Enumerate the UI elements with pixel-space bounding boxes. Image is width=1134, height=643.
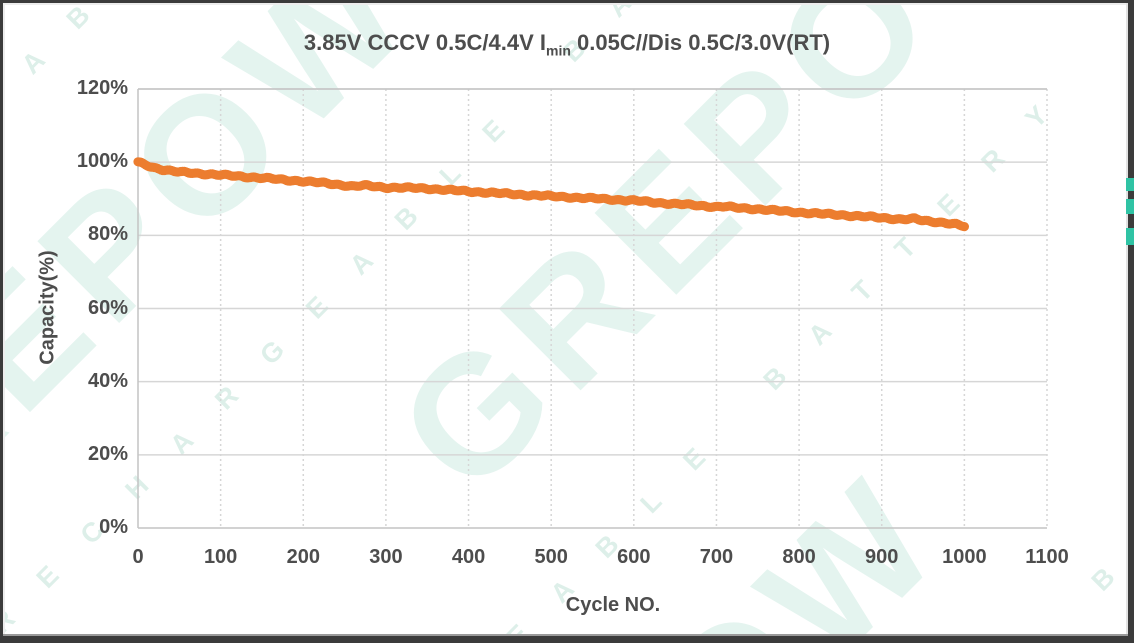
y-tick-label: 80% (87, 223, 128, 246)
chart-title: 3.85V CCCV 0.5C/4.4V Imin 0.05C//Dis 0.5… (0, 30, 1134, 58)
data-point (959, 222, 970, 232)
x-tick-label: 600 (617, 546, 651, 568)
x-tick-label: 100 (203, 546, 238, 568)
x-tick-label: 800 (782, 546, 816, 568)
y-tick-label: 0% (99, 516, 128, 538)
y-tick-label: 40% (87, 369, 128, 392)
y-tick-label: 20% (87, 442, 128, 465)
y-tick-label: 100% (76, 150, 128, 173)
x-tick-label: 300 (369, 546, 403, 568)
x-tick-label: 1100 (1025, 546, 1069, 568)
chart-title-subscript: min (546, 42, 571, 59)
x-axis-title: Cycle NO. (565, 594, 661, 616)
chart-title-prefix: 3.85V CCCV 0.5C/4.4V I (303, 30, 546, 55)
chart-title-suffix: 0.05C//Dis 0.5C/3.0V(RT) (570, 30, 831, 55)
x-tick-label: 700 (699, 546, 734, 568)
y-tick-label: 120% (76, 77, 128, 99)
x-tick-label: 0 (132, 546, 144, 568)
x-tick-label: 200 (286, 546, 320, 568)
x-tick-label: 400 (451, 546, 486, 568)
x-tick-label: 500 (534, 546, 568, 568)
x-tick-label: 900 (865, 546, 899, 568)
data-series-capacity-retention (133, 157, 970, 232)
y-tick-label: 60% (87, 296, 128, 319)
x-tick-label: 1000 (942, 546, 987, 568)
